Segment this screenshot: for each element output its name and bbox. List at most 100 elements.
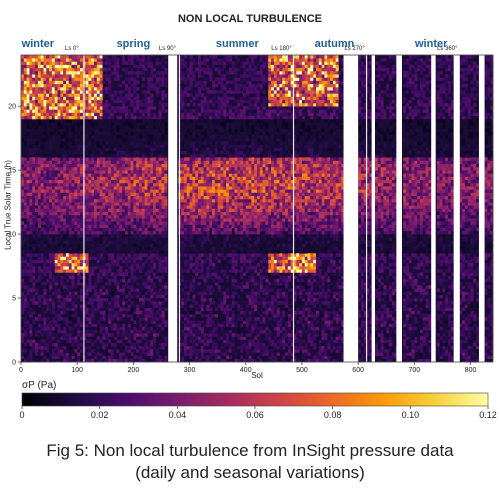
heatmap-cell (209, 342, 213, 347)
heatmap-cell (110, 67, 115, 72)
heatmap-cell (63, 67, 67, 72)
heatmap-cell (40, 333, 44, 337)
heatmap-cell (80, 131, 84, 136)
heatmap-cell (51, 333, 56, 337)
heatmap-cell (122, 275, 126, 280)
heatmap-cell (35, 179, 39, 184)
heatmap-cell (206, 349, 210, 353)
heatmap-cell (198, 163, 202, 168)
heatmap-cell (150, 234, 154, 238)
heatmap-cell (80, 55, 84, 59)
heatmap-cell (65, 70, 70, 75)
heatmap-cell (26, 269, 30, 273)
heatmap-cell (94, 61, 98, 65)
heatmap-cell (68, 285, 72, 289)
heatmap-cell (198, 250, 202, 254)
heatmap-cell (195, 291, 199, 296)
heatmap-cell (37, 320, 41, 324)
heatmap-cell (198, 253, 202, 257)
heatmap-cell (110, 122, 115, 126)
heatmap-cell (54, 109, 58, 113)
heatmap-cell (181, 208, 185, 212)
heatmap-cell (147, 58, 151, 62)
heatmap-cell (91, 86, 95, 91)
heatmap-cell (130, 112, 134, 117)
heatmap-cell (91, 61, 95, 65)
heatmap-cell (51, 99, 56, 104)
heatmap-cell (26, 96, 30, 101)
heatmap-cell (63, 99, 67, 104)
heatmap-cell (198, 358, 202, 363)
heatmap-cell (96, 186, 100, 190)
heatmap-cell (57, 288, 61, 292)
heatmap-cell (63, 227, 67, 232)
heatmap-cell (200, 211, 204, 216)
heatmap-cell (57, 80, 61, 85)
heatmap-cell (183, 285, 188, 289)
heatmap-cell (35, 157, 39, 161)
heatmap-cell (32, 109, 36, 113)
heatmap-cell (91, 112, 95, 117)
heatmap-cell (51, 96, 56, 101)
heatmap-cell (164, 170, 168, 174)
heatmap-cell (209, 214, 213, 219)
heatmap-cell (122, 259, 126, 264)
heatmap-cell (32, 234, 36, 238)
heatmap-cell (136, 93, 140, 97)
heatmap-cell (195, 256, 199, 260)
heatmap-cell (133, 291, 137, 296)
heatmap-cell (88, 118, 92, 123)
heatmap-cell (88, 173, 92, 177)
heatmap-cell (198, 195, 202, 200)
heatmap-cell (127, 179, 131, 184)
heatmap-cell (141, 198, 145, 203)
heatmap-cell (200, 266, 204, 270)
heatmap-cell (77, 64, 81, 69)
heatmap-cell (23, 330, 27, 334)
heatmap-cell (65, 253, 70, 257)
heatmap-cell (133, 90, 137, 94)
heatmap-cell (183, 163, 188, 168)
heatmap-cell (74, 157, 78, 161)
heatmap-cell (113, 109, 117, 113)
heatmap-cell (136, 150, 140, 155)
heatmap-cell (198, 291, 202, 296)
heatmap-cell (206, 307, 210, 312)
heatmap-cell (155, 304, 159, 308)
heatmap-cell (91, 218, 95, 222)
heatmap-cell (113, 77, 117, 81)
heatmap-cell (127, 93, 131, 97)
heatmap-cell (122, 157, 126, 161)
heatmap-cell (113, 294, 117, 299)
heatmap-cell (74, 221, 78, 225)
heatmap-cell (141, 154, 145, 158)
heatmap-cell (206, 288, 210, 292)
heatmap-cell (85, 282, 89, 286)
heatmap-cell (91, 77, 95, 81)
heatmap-cell (108, 358, 112, 363)
heatmap-cell (195, 349, 199, 353)
heatmap-cell (60, 234, 64, 238)
heatmap-cell (91, 70, 95, 75)
heatmap-cell (43, 138, 47, 142)
heatmap-cell (35, 195, 39, 200)
heatmap-cell (65, 304, 70, 308)
heatmap-cell (119, 134, 123, 139)
heatmap-cell (212, 170, 216, 174)
heatmap-cell (102, 160, 106, 165)
heatmap-cell (113, 349, 117, 353)
heatmap-cell (85, 192, 89, 197)
heatmap-cell (139, 195, 143, 200)
heatmap-cell (124, 106, 129, 110)
heatmap-cell (21, 336, 25, 340)
heatmap-cell (155, 208, 159, 212)
heatmap-cell (144, 208, 148, 212)
heatmap-cell (49, 240, 53, 244)
heatmap-cell (23, 96, 27, 101)
heatmap-cell (116, 128, 120, 133)
heatmap-cell (122, 179, 126, 184)
heatmap-cell (26, 224, 30, 228)
heatmap-cell (85, 96, 89, 101)
heatmap-cell (35, 134, 39, 139)
heatmap-cell (200, 259, 204, 264)
